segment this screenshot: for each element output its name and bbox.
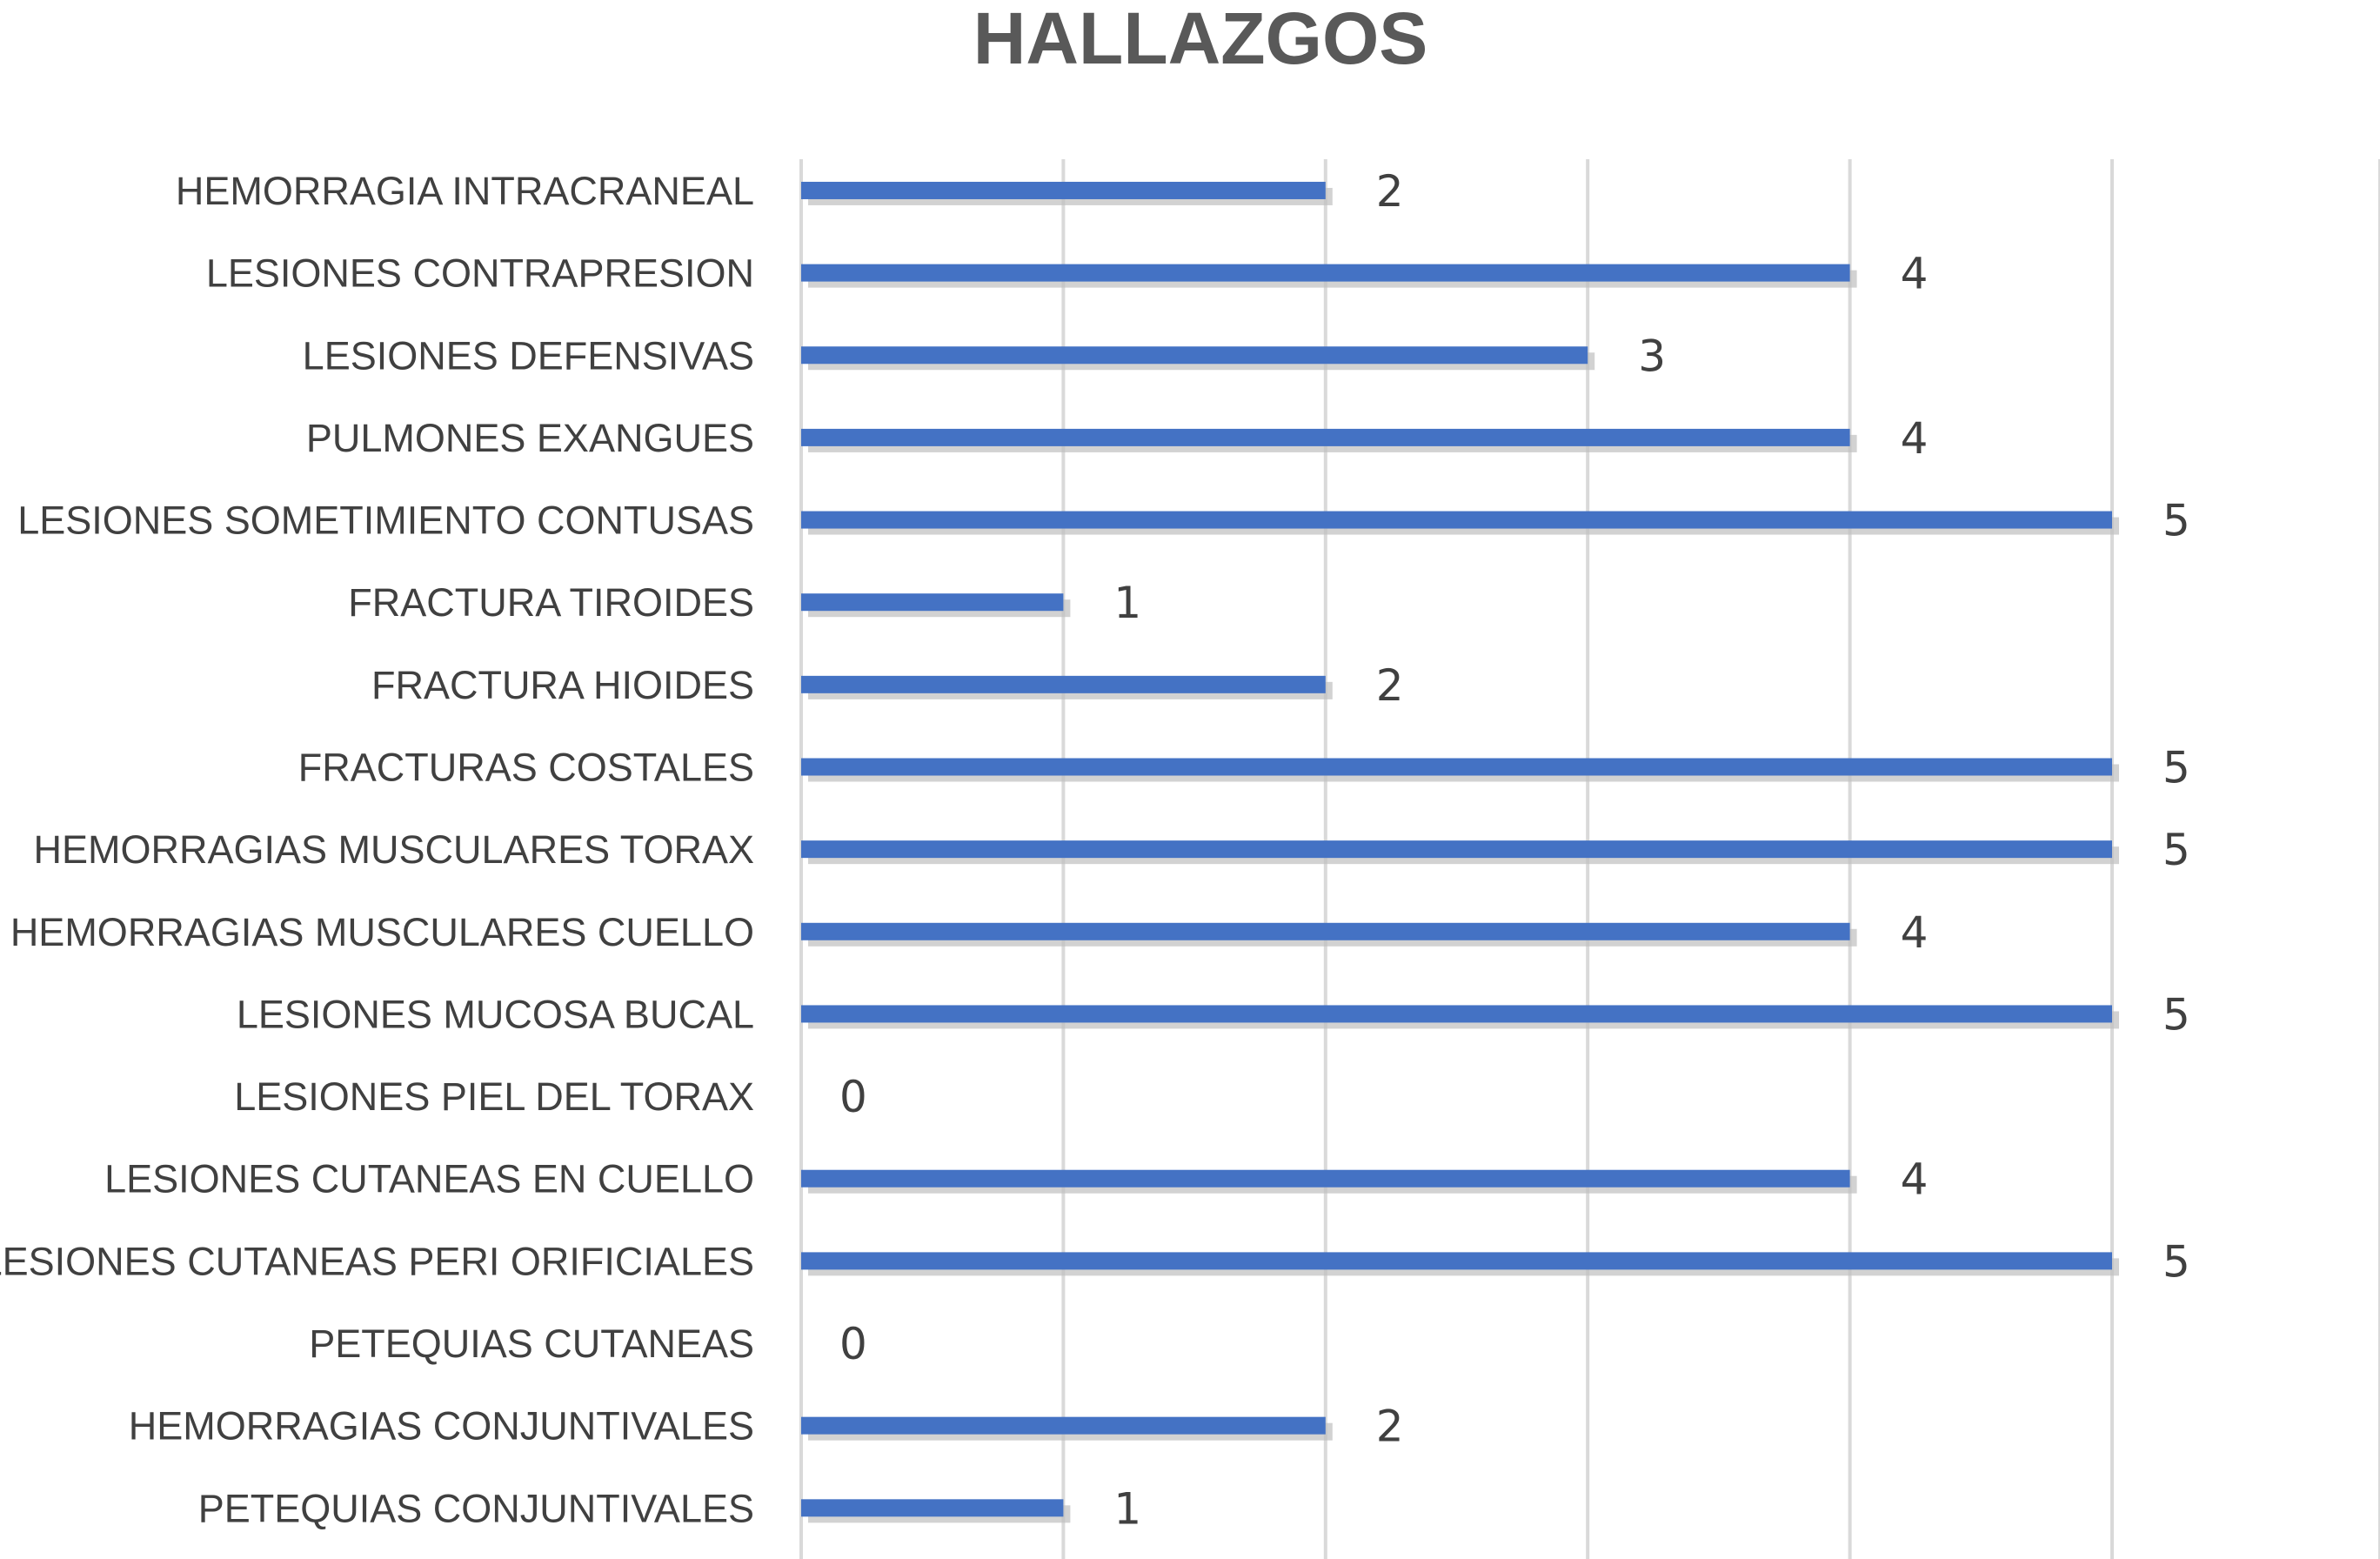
category-label: HEMORRAGIAS MUSCULARES TORAX bbox=[33, 827, 754, 872]
data-label: 5 bbox=[2163, 1236, 2190, 1287]
category-label: PULMONES EXANGUES bbox=[306, 416, 754, 460]
category-label: FRACTURA HIOIDES bbox=[371, 663, 754, 707]
data-label: 5 bbox=[2163, 825, 2190, 875]
category-label: LESIONES CUTANEAS PERI ORIFICIALES bbox=[0, 1239, 754, 1283]
data-label: 2 bbox=[1376, 166, 1404, 217]
bar bbox=[801, 1416, 1326, 1435]
data-label: 4 bbox=[1901, 1154, 1929, 1205]
data-label: 3 bbox=[1638, 331, 1666, 381]
category-label: FRACTURAS COSTALES bbox=[298, 745, 754, 789]
category-label: HEMORRAGIAS CONJUNTIVALES bbox=[129, 1404, 754, 1449]
bar bbox=[801, 675, 1326, 693]
bar bbox=[801, 1005, 2112, 1023]
category-label: HEMORRAGIAS MUSCULARES CUELLO bbox=[10, 910, 754, 954]
data-label: 5 bbox=[2163, 496, 2190, 546]
category-label: LESIONES CUTANEAS EN CUELLO bbox=[104, 1157, 754, 1201]
category-label: LESIONES SOMETIMIENTO CONTUSAS bbox=[17, 498, 754, 543]
chart-title: HALLAZGOS bbox=[973, 0, 1428, 79]
bar bbox=[801, 511, 2112, 529]
data-label: 2 bbox=[1376, 1402, 1404, 1452]
data-label: 5 bbox=[2163, 989, 2190, 1040]
bar bbox=[801, 264, 1850, 282]
category-label: LESIONES PIEL DEL TORAX bbox=[234, 1074, 754, 1119]
category-label: PETEQUIAS CONJUNTIVALES bbox=[198, 1486, 754, 1530]
bar bbox=[801, 346, 1588, 365]
data-label: 1 bbox=[1113, 578, 1141, 628]
bar bbox=[801, 428, 1850, 446]
data-label: 4 bbox=[1901, 907, 1929, 958]
bar bbox=[801, 840, 2112, 859]
data-label: 2 bbox=[1376, 660, 1404, 711]
bar bbox=[801, 181, 1326, 199]
bar bbox=[801, 1252, 2112, 1270]
data-label: 0 bbox=[839, 1072, 867, 1122]
data-label: 0 bbox=[839, 1319, 867, 1369]
data-label: 4 bbox=[1901, 413, 1929, 464]
category-label: LESIONES MUCOSA BUCAL bbox=[237, 992, 754, 1036]
bar bbox=[801, 1169, 1850, 1188]
bar bbox=[801, 1499, 1064, 1517]
data-label: 5 bbox=[2163, 742, 2190, 793]
category-label: FRACTURA TIROIDES bbox=[348, 580, 754, 625]
bar bbox=[801, 922, 1850, 940]
data-label: 1 bbox=[1113, 1483, 1141, 1534]
bar bbox=[801, 758, 2112, 776]
category-label: HEMORRAGIA INTRACRANEAL bbox=[176, 169, 754, 213]
bar bbox=[801, 593, 1064, 612]
category-label: PETEQUIAS CUTANEAS bbox=[309, 1321, 754, 1366]
data-label: 4 bbox=[1901, 249, 1929, 299]
category-label: LESIONES DEFENSIVAS bbox=[303, 333, 754, 378]
category-label: LESIONES CONTRAPRESION bbox=[206, 251, 754, 296]
